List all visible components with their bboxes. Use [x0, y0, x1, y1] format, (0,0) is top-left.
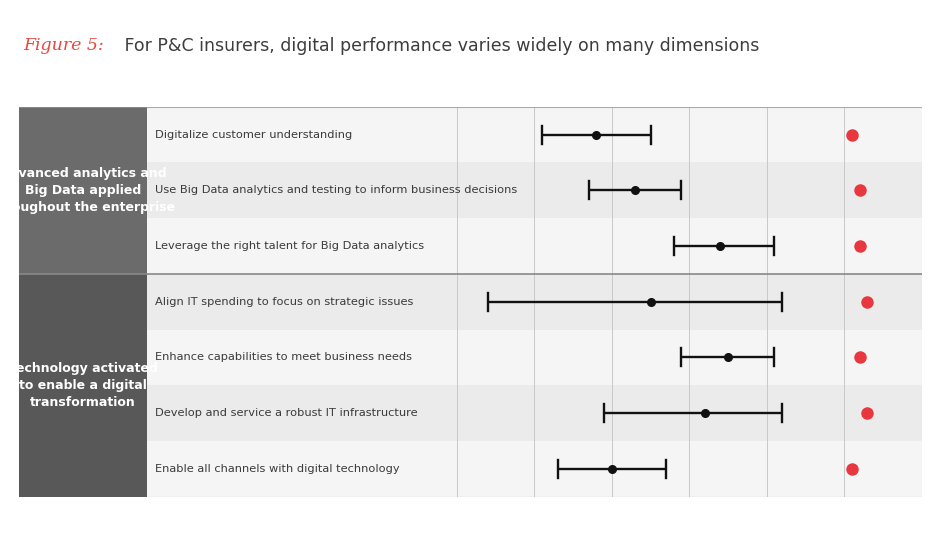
Text: Digitalize customer understanding: Digitalize customer understanding: [155, 130, 352, 140]
Bar: [147, 385, 922, 441]
Bar: [147, 274, 922, 329]
Bar: [19, 107, 147, 274]
Bar: [147, 107, 922, 162]
Bar: [147, 218, 922, 274]
Text: For P&C insurers, digital performance varies widely on many dimensions: For P&C insurers, digital performance va…: [119, 37, 759, 56]
Text: Enhance capabilities to meet business needs: Enhance capabilities to meet business ne…: [155, 352, 412, 363]
Bar: [147, 441, 922, 497]
Bar: [147, 329, 922, 385]
Text: Leverage the right talent for Big Data analytics: Leverage the right talent for Big Data a…: [155, 241, 424, 251]
Text: Enable all channels with digital technology: Enable all channels with digital technol…: [155, 464, 400, 474]
Text: Use Big Data analytics and testing to inform business decisions: Use Big Data analytics and testing to in…: [155, 185, 517, 195]
Text: Align IT spending to focus on strategic issues: Align IT spending to focus on strategic …: [155, 297, 413, 307]
Bar: [147, 162, 922, 218]
Text: Technology activated
to enable a digital
transformation: Technology activated to enable a digital…: [9, 362, 158, 409]
Text: Figure 5:: Figure 5:: [24, 37, 104, 54]
Bar: [19, 274, 147, 497]
Text: Develop and service a robust IT infrastructure: Develop and service a robust IT infrastr…: [155, 408, 418, 418]
Text: Advanced analytics and
Big Data applied
throughout the enterprise: Advanced analytics and Big Data applied …: [0, 167, 175, 214]
